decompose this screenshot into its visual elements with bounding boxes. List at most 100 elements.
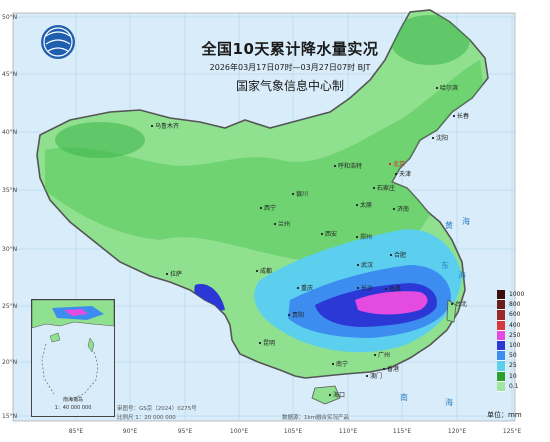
city-label: 西安 — [325, 230, 337, 238]
map-period: 2026年03月17日07时—03月27日07时 BJT — [209, 63, 371, 72]
lon-label: 95°E — [178, 428, 193, 435]
inset-caption-scale: 1：40 000 000 — [54, 405, 92, 411]
city-label: 呼和浩特 — [338, 162, 362, 170]
city-label: 南宁 — [336, 360, 348, 368]
city-dot — [355, 235, 359, 239]
approval-number: 审图号：GS京（2024）0275号 — [117, 406, 197, 412]
footer-left: 审图号：GS京（2024）0275号 比例尺 1：20 000 000 — [117, 405, 197, 423]
city-dot — [165, 272, 169, 276]
lon-label: 90°E — [123, 428, 138, 435]
precipitation-legend: 1000 800 600 400 250 100 50 25 10 0.1 — [497, 290, 537, 392]
city-label: 西宁 — [264, 204, 276, 212]
legend-row: 800 — [497, 300, 537, 311]
legend-swatch — [497, 330, 505, 341]
lat-label: 25°N — [2, 303, 17, 310]
inset-map — [32, 300, 114, 401]
city-label: 郑州 — [360, 233, 372, 241]
sea-label: 海 — [458, 270, 466, 280]
legend-row: 25 — [497, 361, 537, 372]
lat-label: 20°N — [2, 359, 17, 366]
longitude-labels: 85°E 90°E 95°E 100°E 105°E 110°E 115°E 120°E 125… — [69, 428, 522, 435]
legend-row: 250 — [497, 330, 537, 341]
city-label: 澳门 — [370, 372, 382, 380]
sea-labels: 黄海东海南海 — [400, 216, 470, 407]
city-label: 天津 — [399, 171, 411, 178]
city-label: 济南 — [397, 205, 409, 213]
city-label: 北京 — [393, 160, 405, 168]
legend-label: 250 — [509, 331, 521, 339]
legend-label: 25 — [509, 362, 517, 370]
light-rain-band — [45, 60, 488, 260]
city-label: 海口 — [333, 391, 345, 399]
city-dot — [356, 263, 360, 267]
lon-label: 110°E — [339, 428, 357, 435]
city-label: 兰州 — [278, 220, 290, 228]
city-dot — [259, 206, 263, 210]
city-dot — [450, 302, 454, 306]
inset-heavy-rain — [64, 309, 88, 316]
city-dot — [331, 362, 335, 366]
city-dot — [389, 253, 393, 257]
legend-label: 0.1 — [509, 382, 519, 390]
city-label: 沈阳 — [436, 134, 448, 142]
inset-dash-line — [41, 343, 99, 401]
city-dot — [296, 286, 300, 290]
city-label: 太原 — [360, 201, 372, 209]
legend-row: 10 — [497, 371, 537, 382]
city-label: 哈尔滨 — [440, 84, 458, 92]
legend-swatch — [497, 320, 505, 331]
lon-label: 115°E — [393, 428, 411, 435]
light-rain-patch — [390, 15, 470, 65]
cma-logo — [41, 25, 75, 59]
legend-label: 100 — [509, 342, 521, 350]
legend-row: 0.1 — [497, 381, 537, 392]
city-dot — [373, 353, 377, 357]
legend-row: 100 — [497, 340, 537, 352]
city-dot — [435, 86, 439, 90]
city-label: 台北 — [455, 300, 467, 308]
legend-swatch — [497, 361, 505, 372]
city-dot — [392, 207, 396, 211]
city-dot — [258, 341, 262, 345]
lat-label: 30°N — [2, 246, 17, 253]
legend-row: 1000 — [497, 290, 537, 301]
legend-row: 600 — [497, 310, 537, 321]
lat-label: 15°N — [2, 413, 17, 420]
taiwan-island — [446, 299, 457, 323]
city-dot — [355, 203, 359, 207]
legend-swatch — [497, 371, 505, 382]
city-dot — [328, 393, 332, 397]
sea-label: 海 — [462, 216, 470, 226]
lat-label: 40°N — [2, 129, 17, 136]
city-label: 乌鲁木齐 — [155, 122, 179, 130]
hainan-island — [311, 385, 341, 405]
rainstorm-area-southwest — [194, 284, 225, 312]
city-dot — [255, 269, 259, 273]
land-mass — [36, 9, 489, 405]
city-dot — [384, 287, 388, 291]
legend-label: 400 — [509, 321, 521, 329]
city-label: 武汉 — [361, 261, 373, 269]
legend-label: 50 — [509, 352, 517, 360]
legend-label: 10 — [509, 372, 517, 380]
unit-label: 单位：mm — [487, 411, 522, 419]
title-block: 全国10天累计降水量实况 2026年03月17日07时—03月27日07时 BJ… — [150, 38, 430, 94]
city-dot — [287, 313, 291, 317]
city-label: 拉萨 — [170, 270, 182, 278]
legend-swatch — [497, 340, 505, 352]
legend-swatch — [497, 300, 505, 311]
lon-label: 105°E — [284, 428, 302, 435]
sea-label: 东 — [441, 260, 449, 270]
legend-label: 800 — [509, 301, 521, 309]
lon-label: 120°E — [448, 428, 466, 435]
inset-taiwan — [87, 337, 95, 353]
legend-label: 1000 — [509, 291, 525, 299]
city-label: 石家庄 — [377, 184, 395, 192]
inset-caption-title: 南海诸岛 — [62, 397, 83, 403]
legend-row: 50 — [497, 351, 537, 362]
city-label: 长沙 — [361, 284, 373, 292]
legend-swatch — [497, 351, 505, 362]
city-dot — [150, 124, 154, 128]
